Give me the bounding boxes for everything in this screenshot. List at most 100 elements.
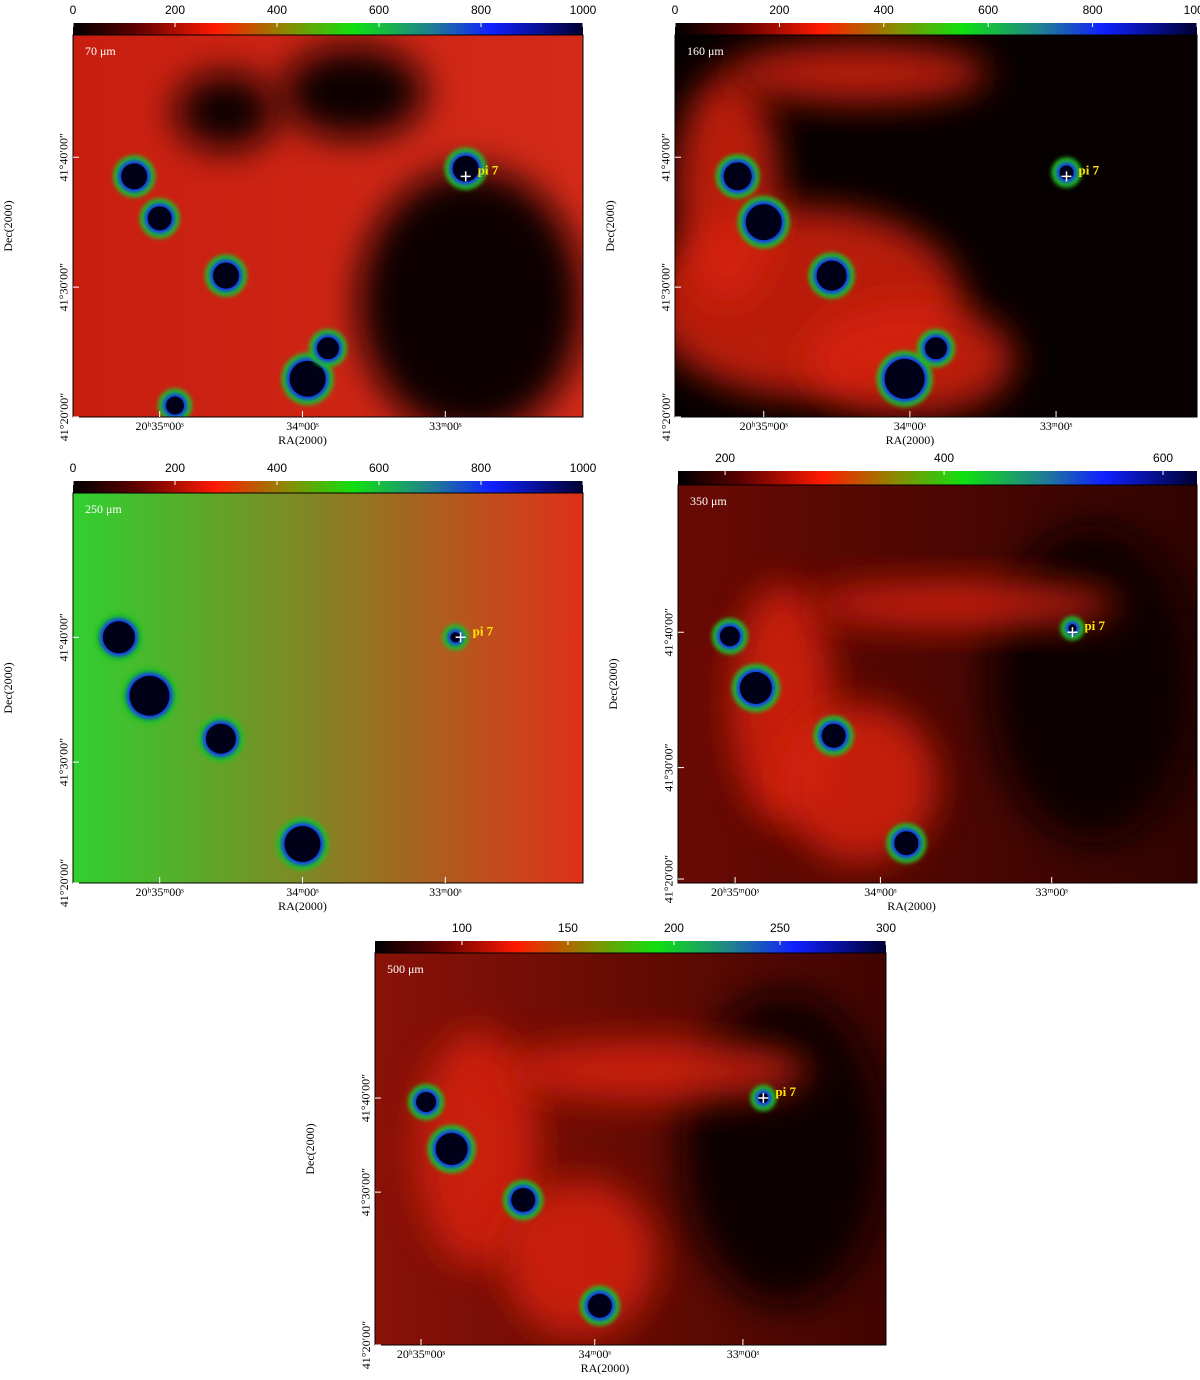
dec-tick-label: 41°40′00″ — [359, 1074, 373, 1122]
colorbar — [678, 471, 1197, 485]
dark-region — [282, 46, 425, 139]
core — [147, 206, 172, 231]
x-axis-label: RA(2000) — [278, 433, 327, 447]
core — [894, 831, 919, 856]
colorbar-tick-label: 250 — [770, 921, 790, 935]
x-axis-label: RA(2000) — [581, 1361, 630, 1375]
map-frame — [72, 34, 584, 418]
band-label: 250 μm — [85, 502, 122, 516]
colorbar — [73, 23, 583, 35]
x-axis-label: RA(2000) — [886, 433, 935, 447]
colorbar-tick-label: 600 — [369, 3, 389, 17]
core — [205, 723, 236, 754]
core — [925, 337, 947, 360]
core — [416, 1091, 437, 1112]
colorbar-tick-label: 200 — [165, 3, 185, 17]
core — [719, 626, 740, 647]
map-image — [73, 493, 583, 883]
ra-tick-label: 20ʰ35ᵐ00ˢ — [136, 419, 185, 433]
map-image — [73, 35, 583, 417]
dec-tick-label: 41°40′00″ — [659, 133, 673, 181]
colorbar-tick-label: 800 — [1083, 3, 1103, 17]
dec-tick-label: 41°20′00″ — [659, 393, 673, 441]
ra-tick-label: 20ʰ35ᵐ00ˢ — [136, 885, 185, 899]
colorbar-tick-label: 150 — [558, 921, 578, 935]
core — [289, 360, 326, 397]
x-axis-label: RA(2000) — [278, 899, 327, 913]
x-axis-label: RA(2000) — [887, 899, 936, 913]
core — [821, 723, 846, 748]
core — [317, 337, 339, 360]
ra-tick-label: 33ᵐ00ˢ — [429, 885, 462, 899]
dec-tick-label: 41°30′00″ — [57, 738, 71, 786]
colorbar — [375, 941, 886, 953]
y-axis-label: Dec(2000) — [1, 200, 15, 251]
map-frame — [677, 484, 1198, 884]
ra-tick-label: 33ᵐ00ˢ — [1035, 885, 1068, 899]
y-axis-label: Dec(2000) — [606, 658, 620, 709]
source-cross — [455, 632, 466, 643]
colorbar-tick-label: 400 — [934, 451, 954, 465]
dec-tick-label: 41°40′00″ — [662, 608, 676, 656]
emission — [502, 1039, 810, 1102]
colorbar-tick-label: 100 — [452, 921, 472, 935]
map-frame — [674, 34, 1198, 418]
colorbar-tick-label: 400 — [874, 3, 894, 17]
source-label: pi 7 — [1079, 162, 1100, 177]
dec-tick-label: 41°30′00″ — [659, 263, 673, 311]
colorbar-tick-label: 200 — [715, 451, 735, 465]
colorbar-tick-label: 300 — [876, 921, 896, 935]
colorbar — [73, 481, 583, 493]
colorbar-tick-label: 1000 — [1184, 3, 1200, 17]
dec-tick-label: 41°30′00″ — [662, 743, 676, 791]
core — [884, 358, 925, 399]
ra-tick-label: 33ᵐ00ˢ — [1040, 419, 1073, 433]
map-image — [678, 485, 1197, 883]
emission — [807, 580, 1120, 629]
core — [452, 155, 479, 182]
dark-region — [175, 73, 277, 150]
core — [102, 621, 135, 654]
core — [213, 262, 239, 289]
source-cross — [1061, 171, 1072, 182]
core — [587, 1293, 612, 1318]
colorbar-tick-label: 800 — [471, 3, 491, 17]
core — [284, 826, 321, 862]
ra-tick-label: 33ᵐ00ˢ — [727, 1347, 760, 1361]
core — [511, 1187, 536, 1212]
colorbar-tick-label: 200 — [664, 921, 684, 935]
band-label: 350 μm — [690, 494, 727, 508]
ra-tick-label: 20ʰ35ᵐ00ˢ — [397, 1347, 446, 1361]
source-label: pi 7 — [473, 623, 494, 638]
band-label: 160 μm — [687, 44, 724, 58]
dark-region — [681, 992, 886, 1306]
colorbar-tick-label: 400 — [267, 3, 287, 17]
map-image — [675, 35, 1197, 417]
colorbar — [675, 23, 1197, 35]
colorbar-tick-label: 1000 — [570, 3, 597, 17]
band-label: 70 μm — [85, 44, 116, 58]
dec-tick-label: 41°30′00″ — [359, 1168, 373, 1216]
ra-tick-label: 20ʰ35ᵐ00ˢ — [740, 419, 789, 433]
dec-tick-label: 41°20′00″ — [359, 1321, 373, 1369]
core — [816, 260, 847, 291]
core — [745, 204, 782, 241]
ra-tick-label: 34ᵐ00ˢ — [286, 419, 319, 433]
ra-tick-label: 20ʰ35ᵐ00ˢ — [711, 885, 760, 899]
y-axis-label: Dec(2000) — [303, 1123, 317, 1174]
colorbar-tick-label: 800 — [471, 461, 491, 475]
source-label: pi 7 — [775, 1084, 796, 1099]
colorbar-tick-label: 0 — [70, 3, 77, 17]
dark-region — [989, 524, 1197, 844]
core — [129, 675, 170, 716]
colorbar-tick-label: 1000 — [570, 461, 597, 475]
map-frame — [374, 952, 887, 1346]
ra-tick-label: 34ᵐ00ˢ — [579, 1347, 612, 1361]
colorbar-tick-label: 0 — [70, 461, 77, 475]
colorbar-tick-label: 0 — [672, 3, 679, 17]
source-cross — [460, 171, 471, 182]
colorbar-tick-label: 400 — [267, 461, 287, 475]
core — [723, 162, 752, 191]
colorbar-tick-label: 200 — [165, 461, 185, 475]
